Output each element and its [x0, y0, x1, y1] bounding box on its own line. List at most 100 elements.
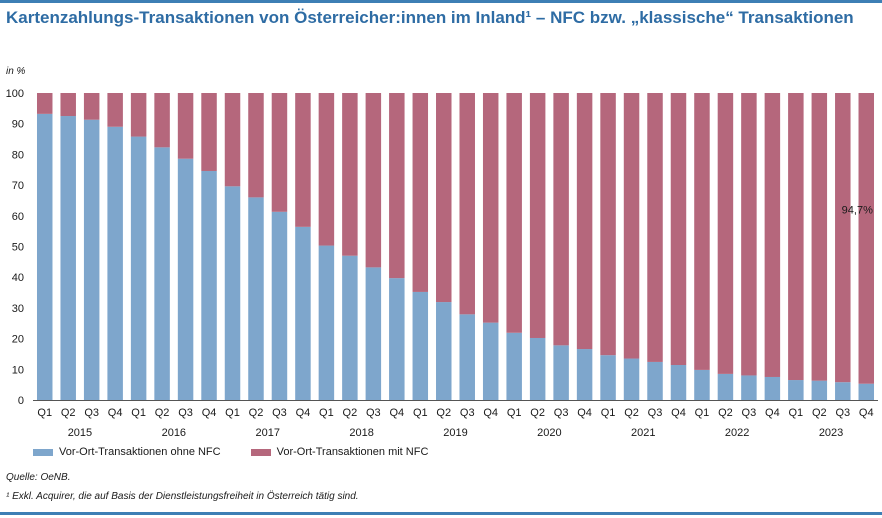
- bar-without-nfc: [36, 113, 53, 400]
- chart-title: Kartenzahlungs-Transaktionen von Österre…: [6, 8, 854, 27]
- y-tick-label: 30: [12, 303, 24, 315]
- bar-with-nfc: [224, 93, 241, 187]
- bar-without-nfc: [670, 365, 687, 400]
- bar-without-nfc: [83, 119, 100, 401]
- bar-without-nfc: [506, 332, 522, 400]
- bar-without-nfc: [60, 116, 76, 401]
- bar-with-nfc: [36, 93, 53, 114]
- bar-with-nfc: [835, 93, 851, 383]
- x-tick-quarter: Q1: [695, 407, 710, 419]
- y-tick-label: 100: [6, 88, 24, 100]
- bar-without-nfc: [130, 136, 147, 400]
- bar-without-nfc: [694, 369, 710, 400]
- bar-without-nfc: [741, 375, 757, 400]
- bar-without-nfc: [717, 373, 734, 400]
- x-tick-quarter: Q4: [389, 407, 404, 419]
- y-tick-label: 40: [12, 272, 24, 284]
- x-tick-quarter: Q2: [530, 407, 545, 419]
- x-tick-quarter: Q4: [202, 407, 217, 419]
- x-tick-quarter: Q1: [131, 407, 146, 419]
- x-tick-quarter: Q4: [577, 407, 592, 419]
- bar-with-nfc: [717, 93, 734, 374]
- bar-with-nfc: [154, 93, 170, 148]
- x-tick-quarter: Q4: [296, 407, 311, 419]
- bar-with-nfc: [647, 93, 663, 362]
- bar-with-nfc: [436, 93, 452, 303]
- bar-without-nfc: [177, 158, 194, 400]
- bar-without-nfc: [248, 197, 264, 400]
- x-tick-quarter: Q4: [765, 407, 780, 419]
- bar-with-nfc: [506, 93, 522, 333]
- top-rule: [0, 0, 882, 3]
- legend-item-with-nfc: Vor-Ort-Transaktionen mit NFC: [250, 446, 429, 458]
- bar-with-nfc: [459, 93, 475, 315]
- bar-with-nfc: [60, 93, 76, 117]
- bar-without-nfc: [600, 355, 616, 400]
- bar-with-nfc: [788, 93, 804, 381]
- footnote: ¹ Exkl. Acquirer, die auf Basis der Dien…: [6, 491, 359, 502]
- bar-without-nfc: [436, 302, 452, 400]
- legend-label-without-nfc: Vor-Ort-Transaktionen ohne NFC: [59, 446, 221, 458]
- legend: Vor-Ort-Transaktionen ohne NFC Vor-Ort-T…: [33, 446, 428, 458]
- x-tick-quarter: Q3: [648, 407, 663, 419]
- bar-with-nfc: [600, 93, 616, 356]
- x-tick-quarter: Q3: [554, 407, 569, 419]
- bar-with-nfc: [389, 93, 405, 279]
- bar-without-nfc: [295, 226, 311, 400]
- legend-item-without-nfc: Vor-Ort-Transaktionen ohne NFC: [33, 446, 221, 458]
- y-unit-label: in %: [6, 66, 26, 77]
- y-tick-label: 10: [12, 364, 24, 376]
- x-tick-year: 2020: [537, 427, 561, 439]
- bar-without-nfc: [529, 337, 546, 400]
- x-tick-quarter: Q4: [483, 407, 498, 419]
- y-tick-label: 60: [12, 211, 24, 223]
- legend-swatch-with-nfc: [250, 448, 271, 456]
- bar-without-nfc: [811, 380, 828, 400]
- x-tick-year: 2017: [255, 427, 279, 439]
- x-tick-quarter: Q3: [178, 407, 193, 419]
- bar-with-nfc: [130, 93, 147, 137]
- bar-with-nfc: [553, 93, 569, 346]
- bar-without-nfc: [858, 383, 875, 400]
- bar-without-nfc: [459, 314, 475, 400]
- x-tick-quarter: Q4: [859, 407, 874, 419]
- bar-with-nfc: [741, 93, 757, 376]
- x-tick-quarter: Q3: [272, 407, 287, 419]
- bar-without-nfc: [318, 245, 335, 400]
- x-tick-quarter: Q2: [61, 407, 76, 419]
- bar-without-nfc: [365, 267, 382, 400]
- bar-with-nfc: [576, 93, 593, 350]
- x-tick-quarter: Q1: [319, 407, 334, 419]
- bar-with-nfc: [318, 93, 335, 246]
- bar-without-nfc: [482, 322, 499, 400]
- bar-with-nfc: [623, 93, 640, 359]
- y-tick-label: 90: [12, 119, 24, 131]
- x-tick-quarter: Q3: [84, 407, 99, 419]
- x-tick-year: 2021: [631, 427, 655, 439]
- bar-without-nfc: [389, 278, 405, 400]
- bar-without-nfc: [201, 170, 217, 400]
- bar-without-nfc: [224, 186, 241, 400]
- x-tick-year: 2016: [162, 427, 186, 439]
- bar-without-nfc: [576, 349, 593, 400]
- legend-label-with-nfc: Vor-Ort-Transaktionen mit NFC: [276, 446, 429, 458]
- bar-with-nfc: [670, 93, 687, 366]
- bar-without-nfc: [107, 126, 123, 401]
- x-tick-quarter: Q4: [108, 407, 123, 419]
- bar-with-nfc: [811, 93, 828, 381]
- x-tick-quarter: Q1: [789, 407, 804, 419]
- x-tick-year: 2022: [725, 427, 749, 439]
- value-annotation: 94,7%: [842, 205, 873, 217]
- y-tick-label: 0: [18, 395, 24, 407]
- x-tick-quarter: Q2: [812, 407, 827, 419]
- bar-without-nfc: [647, 361, 663, 400]
- x-tick-quarter: Q2: [249, 407, 264, 419]
- x-tick-quarter: Q2: [343, 407, 358, 419]
- x-tick-year: 2019: [443, 427, 467, 439]
- y-tick-label: 80: [12, 149, 24, 161]
- bar-with-nfc: [177, 93, 194, 159]
- y-tick-label: 70: [12, 180, 24, 192]
- bottom-rule: [0, 512, 882, 515]
- bar-with-nfc: [694, 93, 710, 370]
- stacked-bar-chart: 0 10 20 30 40 50 60 70 80 90 100 Q1 Q2 Q3 Q4 Q1 Q2 Q3 Q4 Q1…: [6, 88, 878, 439]
